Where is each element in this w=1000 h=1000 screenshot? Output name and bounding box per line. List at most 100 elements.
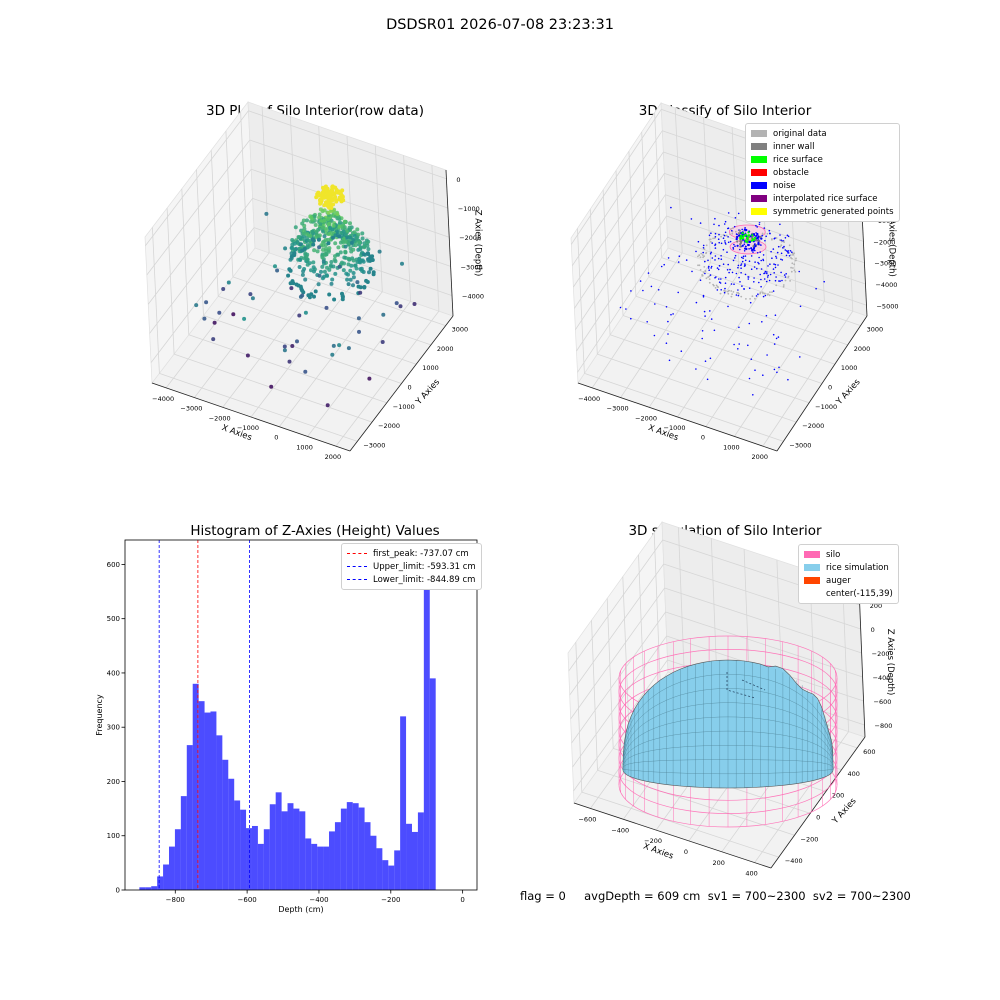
plot2-original-point [736, 292, 738, 294]
plot2-noise-point [755, 224, 757, 227]
plot1-data-point [337, 234, 342, 239]
plot1-data-point [301, 269, 306, 274]
plot1-data-point [313, 223, 318, 227]
plot2-grid-z [573, 151, 664, 288]
legend-label: noise [773, 180, 796, 191]
legend-swatch [751, 208, 767, 215]
plot2-original-point [793, 269, 796, 272]
plot1-data-point [264, 211, 269, 216]
plot2-original-point [709, 240, 712, 243]
plot2-noise-point [760, 244, 762, 246]
plot1-x-tick-label: 2000 [325, 453, 342, 461]
plot2-y-tick-label: 3000 [867, 326, 884, 334]
plot2-noise-point [668, 359, 671, 362]
plot1-data-point [298, 294, 303, 299]
plot1-data-point [338, 230, 343, 235]
plot1-data-point [357, 240, 362, 245]
center-marker [726, 672, 756, 699]
plot2-noise-point [743, 243, 746, 245]
plot1-data-point [347, 225, 352, 230]
plot2-x-tick-label: 2000 [752, 453, 769, 461]
plot2-noise-point [732, 246, 734, 249]
plot4-z-tick-label: −600 [874, 698, 892, 706]
plot2-noise-point [785, 254, 788, 257]
plot1-data-point [269, 384, 274, 389]
plot2-noise-point [791, 251, 793, 253]
plot1-data-point [355, 227, 360, 232]
plot2-original-point [697, 264, 699, 267]
plot2-noise-point [781, 259, 784, 261]
plot2-noise-point [772, 333, 775, 336]
plot2-noise-point [714, 236, 717, 238]
plot1-data-point [319, 269, 323, 274]
plot2-noise-point [748, 287, 751, 290]
plot2-original-point [789, 280, 791, 282]
plot2-original-point [775, 237, 778, 239]
plot2-surface-point [738, 232, 741, 235]
histogram-bar [275, 792, 282, 890]
plot2-noise-point [704, 272, 706, 275]
plot1-data-point [346, 272, 350, 277]
plot1-data-point [351, 283, 355, 288]
plot2-noise-point [767, 274, 769, 277]
plot1-z-tick-label: −3000 [461, 263, 483, 271]
plot4-grid-z [569, 563, 665, 696]
plot1-data-point [337, 343, 342, 348]
plot2-noise-point [758, 281, 760, 284]
plot2-x-tick-label: −3000 [607, 405, 629, 413]
plot3-legend-item: Upper_limit: -593.31 cm [347, 560, 476, 573]
plot1-data-point [338, 250, 343, 255]
plot2-noise-point [749, 301, 752, 304]
plot2-noise-point [709, 310, 711, 312]
plot1-data-point [326, 241, 331, 246]
plot1-z-axis-label: Z Axies (Depth) [473, 210, 483, 277]
plot2-rice-point [742, 235, 745, 238]
legend-line [347, 579, 367, 580]
legend-swatch [804, 590, 820, 597]
plot1-data-point [346, 282, 351, 287]
plot1-data-point [327, 267, 332, 272]
plot1-data-point [348, 221, 352, 226]
legend-swatch [751, 195, 767, 202]
plot2-noise-point [787, 250, 790, 252]
plot2-noise-point [727, 263, 729, 266]
plot1-data-point [300, 221, 305, 226]
plot1-data-point [358, 285, 363, 290]
plot2-original-point [702, 256, 704, 259]
legend-label: inner wall [773, 141, 815, 152]
plot1-data-point [288, 268, 293, 273]
plot1-data-point [226, 280, 231, 285]
legend-label: Upper_limit: -593.31 cm [373, 561, 476, 572]
plot2-noise-point [677, 261, 680, 263]
legend-label: rice surface [773, 154, 823, 165]
plot2-x-tick-label: −2000 [635, 414, 657, 422]
histogram-bar [263, 829, 270, 890]
plot2-noise-point [780, 239, 782, 241]
plot2-noise-point [717, 257, 720, 260]
plot1-data-point [322, 239, 327, 244]
plot2-original-point [754, 297, 756, 300]
plot2-grid-y [635, 295, 836, 365]
plot2-original-point [779, 245, 782, 248]
plot2-noise-point [718, 233, 720, 236]
plot1-data-point [330, 352, 335, 357]
plot1-data-point [291, 281, 296, 286]
plot1-data-point [331, 235, 335, 240]
plot2-surface-point [739, 245, 742, 248]
plot2-noise-point [738, 343, 740, 345]
plot2-noise-point [737, 289, 739, 291]
plot1-data-point [320, 243, 325, 248]
plot2-noise-point [766, 271, 768, 273]
plot3-y-tick-label: 0 [116, 887, 120, 895]
plot2-noise-point [779, 234, 781, 236]
histogram-bar [317, 846, 324, 890]
plot1-data-point [204, 300, 209, 305]
plot2-noise-point [750, 268, 753, 271]
legend-line [347, 566, 367, 567]
histogram-bar [151, 886, 158, 890]
plot2-noise-point [729, 268, 731, 271]
plot2-noise-point [799, 305, 802, 308]
plot1-data-point [315, 249, 320, 254]
plot2-noise-point [759, 251, 761, 253]
